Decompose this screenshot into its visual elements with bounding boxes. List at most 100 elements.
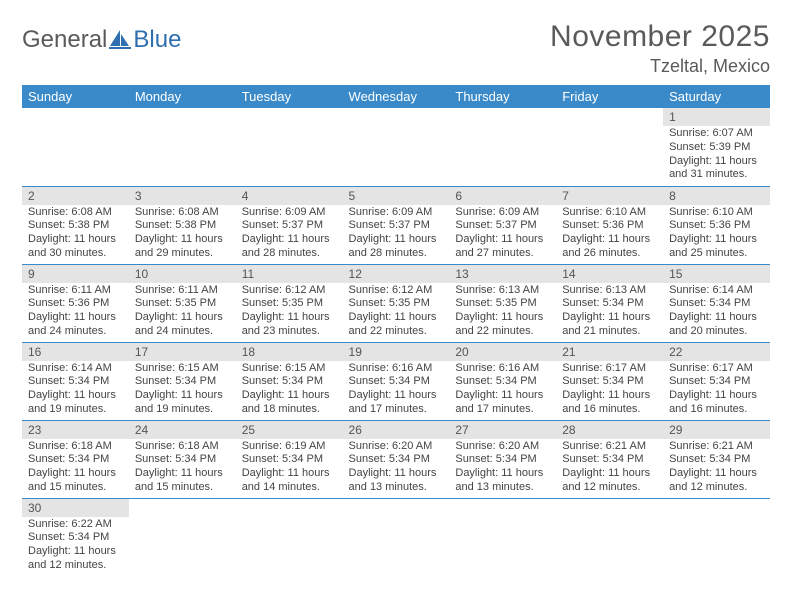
sunrise-text: Sunrise: 6:12 AM <box>349 284 444 298</box>
calendar-cell: 13Sunrise: 6:13 AMSunset: 5:35 PMDayligh… <box>449 264 556 342</box>
logo-text-general: General <box>22 26 107 54</box>
sunset-text: Sunset: 5:34 PM <box>349 453 444 467</box>
calendar-cell: 5Sunrise: 6:09 AMSunset: 5:37 PMDaylight… <box>343 186 450 264</box>
day-number: 5 <box>343 187 450 205</box>
sunset-text: Sunset: 5:34 PM <box>562 453 657 467</box>
daylight-text: Daylight: 11 hours and 22 minutes. <box>349 311 444 339</box>
daylight-text: Daylight: 11 hours and 19 minutes. <box>135 389 230 417</box>
day-number: 9 <box>22 265 129 283</box>
sunset-text: Sunset: 5:34 PM <box>562 375 657 389</box>
day-details: Sunrise: 6:13 AMSunset: 5:35 PMDaylight:… <box>449 283 556 341</box>
sunset-text: Sunset: 5:35 PM <box>135 297 230 311</box>
day-number: 2 <box>22 187 129 205</box>
calendar-cell: 23Sunrise: 6:18 AMSunset: 5:34 PMDayligh… <box>22 420 129 498</box>
day-details: Sunrise: 6:21 AMSunset: 5:34 PMDaylight:… <box>556 439 663 497</box>
daylight-text: Daylight: 11 hours and 22 minutes. <box>455 311 550 339</box>
day-details: Sunrise: 6:16 AMSunset: 5:34 PMDaylight:… <box>449 361 556 419</box>
weekday-header: Tuesday <box>236 85 343 108</box>
sunset-text: Sunset: 5:37 PM <box>242 219 337 233</box>
calendar-cell: 19Sunrise: 6:16 AMSunset: 5:34 PMDayligh… <box>343 342 450 420</box>
daylight-text: Daylight: 11 hours and 26 minutes. <box>562 233 657 261</box>
day-number: 19 <box>343 343 450 361</box>
calendar-cell: 24Sunrise: 6:18 AMSunset: 5:34 PMDayligh… <box>129 420 236 498</box>
daylight-text: Daylight: 11 hours and 21 minutes. <box>562 311 657 339</box>
title-block: November 2025 Tzeltal, Mexico <box>550 20 770 77</box>
calendar-cell-empty <box>449 498 556 576</box>
calendar-cell-empty <box>556 108 663 186</box>
calendar-row: 9Sunrise: 6:11 AMSunset: 5:36 PMDaylight… <box>22 264 770 342</box>
sunrise-text: Sunrise: 6:15 AM <box>242 362 337 376</box>
header: General Blue November 2025 Tzeltal, Mexi… <box>22 20 770 77</box>
day-details: Sunrise: 6:12 AMSunset: 5:35 PMDaylight:… <box>236 283 343 341</box>
sunset-text: Sunset: 5:34 PM <box>669 375 764 389</box>
day-details: Sunrise: 6:11 AMSunset: 5:36 PMDaylight:… <box>22 283 129 341</box>
logo-sail-icon <box>109 29 131 49</box>
calendar-cell: 12Sunrise: 6:12 AMSunset: 5:35 PMDayligh… <box>343 264 450 342</box>
sunrise-text: Sunrise: 6:08 AM <box>28 206 123 220</box>
daylight-text: Daylight: 11 hours and 15 minutes. <box>135 467 230 495</box>
day-details: Sunrise: 6:14 AMSunset: 5:34 PMDaylight:… <box>22 361 129 419</box>
month-title: November 2025 <box>550 20 770 54</box>
sunrise-text: Sunrise: 6:09 AM <box>242 206 337 220</box>
daylight-text: Daylight: 11 hours and 28 minutes. <box>349 233 444 261</box>
sunset-text: Sunset: 5:36 PM <box>562 219 657 233</box>
day-details: Sunrise: 6:08 AMSunset: 5:38 PMDaylight:… <box>129 205 236 263</box>
calendar-cell: 11Sunrise: 6:12 AMSunset: 5:35 PMDayligh… <box>236 264 343 342</box>
day-details: Sunrise: 6:10 AMSunset: 5:36 PMDaylight:… <box>663 205 770 263</box>
sunrise-text: Sunrise: 6:11 AM <box>135 284 230 298</box>
sunrise-text: Sunrise: 6:13 AM <box>562 284 657 298</box>
calendar-cell: 4Sunrise: 6:09 AMSunset: 5:37 PMDaylight… <box>236 186 343 264</box>
calendar-cell: 15Sunrise: 6:14 AMSunset: 5:34 PMDayligh… <box>663 264 770 342</box>
sunrise-text: Sunrise: 6:17 AM <box>562 362 657 376</box>
day-number: 4 <box>236 187 343 205</box>
sunrise-text: Sunrise: 6:10 AM <box>669 206 764 220</box>
weekday-header: Saturday <box>663 85 770 108</box>
sunrise-text: Sunrise: 6:10 AM <box>562 206 657 220</box>
day-details: Sunrise: 6:13 AMSunset: 5:34 PMDaylight:… <box>556 283 663 341</box>
daylight-text: Daylight: 11 hours and 18 minutes. <box>242 389 337 417</box>
sunrise-text: Sunrise: 6:18 AM <box>135 440 230 454</box>
sunrise-text: Sunrise: 6:07 AM <box>669 127 764 141</box>
day-number: 18 <box>236 343 343 361</box>
sunrise-text: Sunrise: 6:14 AM <box>28 362 123 376</box>
sunset-text: Sunset: 5:37 PM <box>455 219 550 233</box>
day-details: Sunrise: 6:20 AMSunset: 5:34 PMDaylight:… <box>343 439 450 497</box>
daylight-text: Daylight: 11 hours and 27 minutes. <box>455 233 550 261</box>
day-details: Sunrise: 6:09 AMSunset: 5:37 PMDaylight:… <box>236 205 343 263</box>
daylight-text: Daylight: 11 hours and 16 minutes. <box>669 389 764 417</box>
day-details: Sunrise: 6:15 AMSunset: 5:34 PMDaylight:… <box>129 361 236 419</box>
daylight-text: Daylight: 11 hours and 30 minutes. <box>28 233 123 261</box>
calendar-row: 30Sunrise: 6:22 AMSunset: 5:34 PMDayligh… <box>22 498 770 576</box>
sunset-text: Sunset: 5:34 PM <box>669 453 764 467</box>
sunset-text: Sunset: 5:38 PM <box>135 219 230 233</box>
weekday-header: Friday <box>556 85 663 108</box>
day-number: 22 <box>663 343 770 361</box>
daylight-text: Daylight: 11 hours and 25 minutes. <box>669 233 764 261</box>
daylight-text: Daylight: 11 hours and 19 minutes. <box>28 389 123 417</box>
location: Tzeltal, Mexico <box>550 56 770 77</box>
sunset-text: Sunset: 5:38 PM <box>28 219 123 233</box>
day-number: 11 <box>236 265 343 283</box>
day-details: Sunrise: 6:07 AMSunset: 5:39 PMDaylight:… <box>663 126 770 184</box>
calendar-cell-empty <box>236 108 343 186</box>
calendar-table: SundayMondayTuesdayWednesdayThursdayFrid… <box>22 85 770 576</box>
day-number: 6 <box>449 187 556 205</box>
day-details: Sunrise: 6:20 AMSunset: 5:34 PMDaylight:… <box>449 439 556 497</box>
day-details: Sunrise: 6:18 AMSunset: 5:34 PMDaylight:… <box>129 439 236 497</box>
day-details: Sunrise: 6:09 AMSunset: 5:37 PMDaylight:… <box>449 205 556 263</box>
day-details: Sunrise: 6:12 AMSunset: 5:35 PMDaylight:… <box>343 283 450 341</box>
calendar-cell: 16Sunrise: 6:14 AMSunset: 5:34 PMDayligh… <box>22 342 129 420</box>
sunrise-text: Sunrise: 6:09 AM <box>455 206 550 220</box>
sunrise-text: Sunrise: 6:21 AM <box>562 440 657 454</box>
sunrise-text: Sunrise: 6:17 AM <box>669 362 764 376</box>
weekday-header: Wednesday <box>343 85 450 108</box>
calendar-cell: 22Sunrise: 6:17 AMSunset: 5:34 PMDayligh… <box>663 342 770 420</box>
calendar-cell: 6Sunrise: 6:09 AMSunset: 5:37 PMDaylight… <box>449 186 556 264</box>
daylight-text: Daylight: 11 hours and 29 minutes. <box>135 233 230 261</box>
sunset-text: Sunset: 5:34 PM <box>349 375 444 389</box>
sunset-text: Sunset: 5:34 PM <box>135 453 230 467</box>
day-details: Sunrise: 6:22 AMSunset: 5:34 PMDaylight:… <box>22 517 129 575</box>
day-number: 20 <box>449 343 556 361</box>
logo-text-blue: Blue <box>133 26 181 54</box>
sunset-text: Sunset: 5:34 PM <box>669 297 764 311</box>
